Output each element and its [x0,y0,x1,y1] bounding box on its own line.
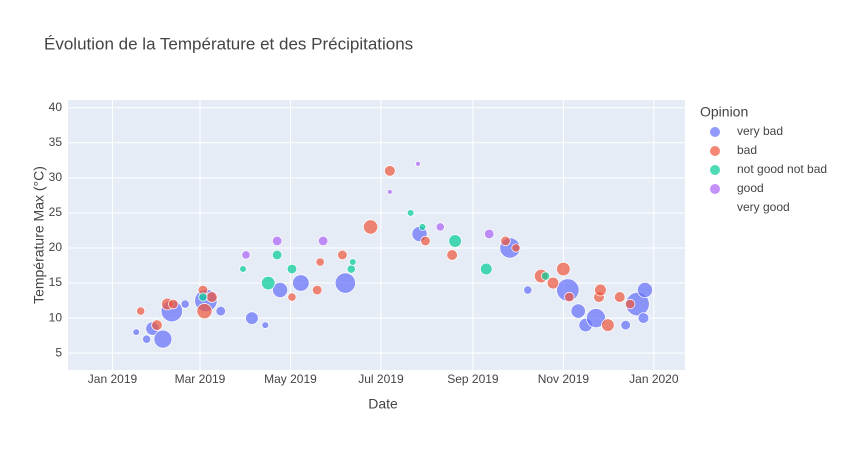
bubble [523,285,533,295]
x-tick-label: Jan 2019 [88,372,138,386]
legend-label: good [737,181,764,195]
legend-marker [710,165,720,175]
bubble [142,334,152,344]
chart-title: Évolution de la Température et des Préci… [44,34,413,53]
bubble [287,292,297,302]
bubble [286,263,298,275]
x-axis-title: Date [368,396,398,412]
bubble [261,321,270,329]
bubble [435,222,445,232]
y-tick-label: 25 [49,205,63,219]
bubble [317,235,329,247]
bubble [363,219,379,235]
y-tick-label: 5 [55,345,62,359]
y-axis-title: Température Max (°C) [31,166,47,304]
bubble [624,298,636,310]
bubble [387,189,393,195]
bubble [570,303,586,319]
legend-label: very good [737,200,790,214]
bubble [594,283,607,297]
bubble [334,272,356,294]
bubble [446,249,458,261]
bubble [420,235,431,247]
bubble [196,303,213,320]
bubble [337,249,348,261]
legend-label: not good not bad [737,162,827,176]
bubble [315,257,325,267]
bubble [586,308,606,329]
bubble [637,282,653,298]
y-tick-label: 40 [49,100,63,114]
legend-marker [710,127,720,137]
x-tick-label: May 2019 [264,372,317,386]
x-tick-label: Mar 2019 [175,372,226,386]
bubble [136,306,146,316]
y-tick-label: 20 [49,240,63,254]
bubble [292,274,310,292]
bubble [620,319,631,331]
bubble [637,312,650,324]
bubble [168,298,179,310]
bubble [215,305,226,317]
bubble [480,262,493,276]
bubble [500,235,511,247]
bubble [261,275,276,291]
x-tick-label: Nov 2019 [538,372,590,386]
bubble [206,291,218,303]
bubble [415,161,421,167]
markers [132,161,653,349]
bubble [153,329,173,349]
bubble [180,299,190,309]
y-tick-label: 30 [49,170,63,184]
legend-marker [710,146,720,156]
bubble [312,284,323,296]
legend-label: bad [737,143,757,157]
bubble [239,265,247,273]
bubble [384,165,396,177]
bubble [601,318,615,332]
bubble [272,282,289,298]
x-tick-label: Sep 2019 [447,372,499,386]
bubble [541,271,551,281]
bubble [132,328,140,336]
bubble [418,223,427,231]
bubble [151,319,163,331]
legend-marker [710,184,720,194]
bubble [614,291,626,303]
bubble [245,311,259,325]
bubble [484,228,495,240]
bubble [564,291,575,303]
x-tick-label: Jan 2020 [629,372,679,386]
x-tick-label: Jul 2019 [358,372,404,386]
bubble [556,261,571,277]
bubble [546,276,560,290]
y-tick-label: 15 [49,275,63,289]
bubble [406,209,415,217]
bubble [271,235,283,247]
y-tick-label: 35 [49,135,63,149]
legend-title: Opinion [700,104,748,120]
bubble [346,264,356,274]
bubble [271,249,283,261]
bubble [349,258,357,266]
bubble [198,292,208,302]
bubble [448,234,462,248]
bubble [511,243,521,253]
y-tick-label: 10 [49,310,63,324]
bubble [241,250,251,260]
legend-label: very bad [737,124,783,138]
